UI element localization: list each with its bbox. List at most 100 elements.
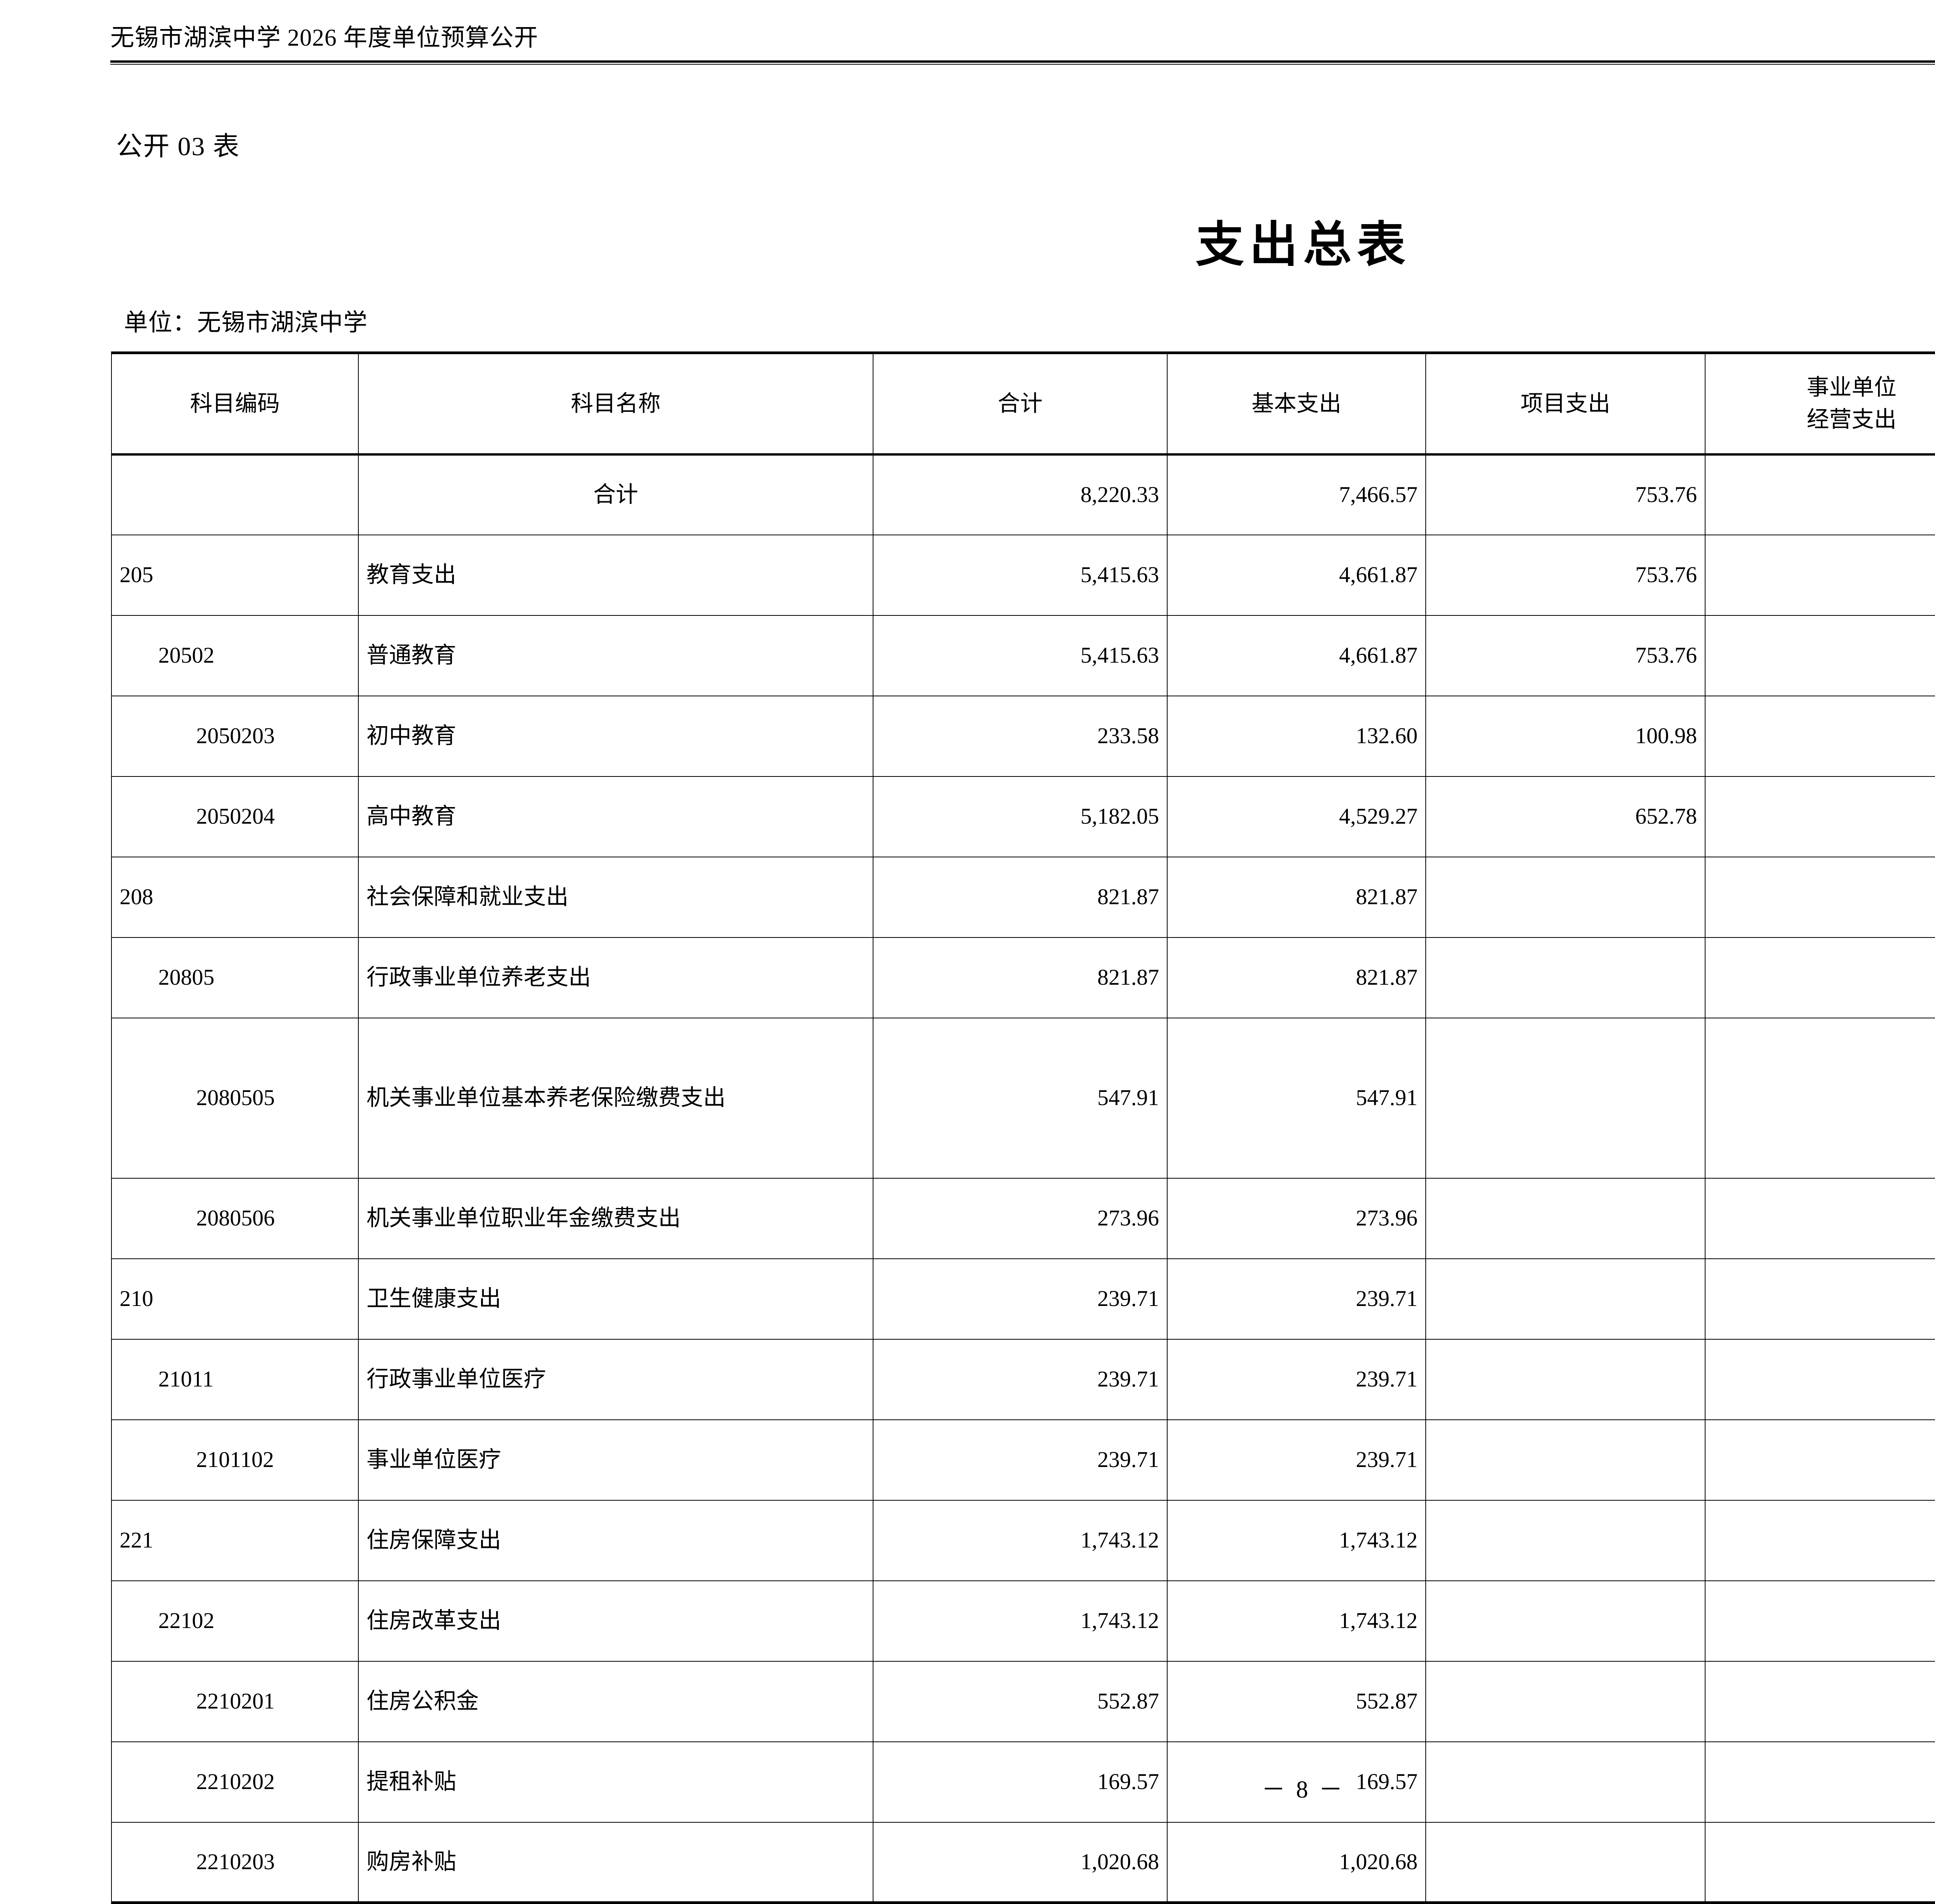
cell-subject-code: 20805 xyxy=(111,937,359,1018)
cell-operating-expenditure xyxy=(1705,1017,1935,1179)
cell-subject-code: 2210203 xyxy=(111,1822,359,1903)
table-header: 科目编码 科目名称 合计 基本支出 项目支出 事业单位 经营支出 上缴上级支出 … xyxy=(111,352,1935,456)
table-row: 20502 普通教育 5,415.63 4,661.87 753.76 xyxy=(111,615,1935,696)
cell-operating-expenditure xyxy=(1705,937,1935,1018)
cell-subject-code: 2080505 xyxy=(111,1017,359,1179)
cell-subject-code: 2050203 xyxy=(111,695,359,777)
table-row: 20805 行政事业单位养老支出 821.87 821.87 xyxy=(111,937,1935,1018)
table-row: 2210203 购房补贴 1,020.68 1,020.68 xyxy=(111,1822,1935,1903)
table-header-row: 科目编码 科目名称 合计 基本支出 项目支出 事业单位 经营支出 上缴上级支出 … xyxy=(111,352,1935,456)
cell-subject-name: 教育支出 xyxy=(358,534,873,616)
table-row: 合计 8,220.33 7,466.57 753.76 xyxy=(111,454,1935,535)
cell-operating-expenditure xyxy=(1705,856,1935,938)
cell-subject-code: 2050204 xyxy=(111,776,359,857)
cell-project-expenditure xyxy=(1425,856,1706,938)
cell-project-expenditure xyxy=(1425,1661,1706,1742)
cell-basic-expenditure: 1,743.12 xyxy=(1167,1580,1426,1662)
cell-total: 821.87 xyxy=(873,937,1168,1018)
cell-operating-expenditure xyxy=(1705,1741,1935,1823)
cell-project-expenditure: 753.76 xyxy=(1425,534,1706,616)
cell-subject-name: 购房补贴 xyxy=(358,1822,873,1903)
cell-basic-expenditure: 132.60 xyxy=(1167,695,1426,777)
table-row: 205 教育支出 5,415.63 4,661.87 753.76 xyxy=(111,534,1935,616)
column-header-basic: 基本支出 xyxy=(1167,352,1426,456)
cell-total: 8,220.33 xyxy=(873,454,1168,535)
cell-total: 5,415.63 xyxy=(873,615,1168,696)
cell-project-expenditure: 753.76 xyxy=(1425,454,1706,535)
cell-basic-expenditure: 239.71 xyxy=(1167,1338,1426,1420)
cell-basic-expenditure: 821.87 xyxy=(1167,856,1426,938)
cell-basic-expenditure: 552.87 xyxy=(1167,1661,1426,1742)
cell-subject-code: 208 xyxy=(111,856,359,938)
cell-subject-code: 205 xyxy=(111,534,359,616)
table-row: 2050204 高中教育 5,182.05 4,529.27 652.78 xyxy=(111,776,1935,857)
cell-project-expenditure xyxy=(1425,937,1706,1018)
cell-basic-expenditure: 4,529.27 xyxy=(1167,776,1426,857)
table-row: 2080505 机关事业单位基本养老保险缴费支出 547.91 547.91 xyxy=(111,1017,1935,1179)
cell-subject-name: 住房改革支出 xyxy=(358,1580,873,1662)
cell-subject-name: 事业单位医疗 xyxy=(358,1419,873,1501)
cell-subject-name: 行政事业单位医疗 xyxy=(358,1338,873,1420)
cell-project-expenditure xyxy=(1425,1500,1706,1581)
running-header: 无锡市湖滨中学 2026 年度单位预算公开 xyxy=(110,23,1935,53)
cell-basic-expenditure: 1,743.12 xyxy=(1167,1500,1426,1581)
cell-subject-name: 机关事业单位基本养老保险缴费支出 xyxy=(358,1017,873,1179)
page-number: － 8 － xyxy=(1261,1777,1345,1803)
cell-subject-name: 卫生健康支出 xyxy=(358,1258,873,1340)
cell-subject-name: 初中教育 xyxy=(358,695,873,777)
cell-operating-expenditure xyxy=(1705,1338,1935,1420)
cell-total: 547.91 xyxy=(873,1017,1168,1179)
cell-operating-expenditure xyxy=(1705,776,1935,857)
page-title: 支出总表 xyxy=(1195,219,1411,272)
table-row: 208 社会保障和就业支出 821.87 821.87 xyxy=(111,856,1935,938)
table-row: 2210202 提租补贴 169.57 169.57 xyxy=(111,1741,1935,1823)
cell-operating-expenditure xyxy=(1705,1177,1935,1259)
cell-operating-expenditure xyxy=(1705,1419,1935,1501)
unit-organization-label: 单位：无锡市湖滨中学 xyxy=(124,310,368,336)
cell-subject-name: 合计 xyxy=(358,454,873,535)
cell-basic-expenditure: 821.87 xyxy=(1167,937,1426,1018)
cell-subject-name: 提租补贴 xyxy=(358,1741,873,1823)
cell-subject-code: 2210201 xyxy=(111,1661,359,1742)
cell-subject-code: 2101102 xyxy=(111,1419,359,1501)
table-row: 2050203 初中教育 233.58 132.60 100.98 xyxy=(111,695,1935,777)
expenditure-table: 科目编码 科目名称 合计 基本支出 项目支出 事业单位 经营支出 上缴上级支出 … xyxy=(111,351,1935,1904)
column-header-code: 科目编码 xyxy=(111,352,359,456)
cell-basic-expenditure: 169.57 xyxy=(1167,1741,1426,1823)
column-header-operating-line1: 事业单位 xyxy=(1807,375,1897,400)
cell-subject-name: 住房公积金 xyxy=(358,1661,873,1742)
cell-total: 273.96 xyxy=(873,1177,1168,1259)
table-row: 2210201 住房公积金 552.87 552.87 xyxy=(111,1661,1935,1742)
cell-basic-expenditure: 4,661.87 xyxy=(1167,615,1426,696)
table-row: 2080506 机关事业单位职业年金缴费支出 273.96 273.96 xyxy=(111,1177,1935,1259)
cell-operating-expenditure xyxy=(1705,695,1935,777)
cell-total: 1,743.12 xyxy=(873,1580,1168,1662)
cell-subject-name: 行政事业单位养老支出 xyxy=(358,937,873,1018)
unit-line: 单位：无锡市湖滨中学 单位：万元 xyxy=(124,303,1935,338)
cell-operating-expenditure xyxy=(1705,1500,1935,1581)
table-body: 合计 8,220.33 7,466.57 753.76 205 教育支出 5,415.63 4… xyxy=(111,454,1935,1903)
cell-project-expenditure xyxy=(1425,1338,1706,1420)
cell-total: 239.71 xyxy=(873,1419,1168,1501)
column-header-operating: 事业单位 经营支出 xyxy=(1705,352,1935,456)
table-row: 21011 行政事业单位医疗 239.71 239.71 xyxy=(111,1338,1935,1420)
cell-total: 5,415.63 xyxy=(873,534,1168,616)
cell-project-expenditure xyxy=(1425,1017,1706,1179)
cell-basic-expenditure: 1,020.68 xyxy=(1167,1822,1426,1903)
cell-total: 1,743.12 xyxy=(873,1500,1168,1581)
form-number: 公开 03 表 xyxy=(116,132,240,161)
cell-basic-expenditure: 7,466.57 xyxy=(1167,454,1426,535)
table-row: 221 住房保障支出 1,743.12 1,743.12 xyxy=(111,1500,1935,1581)
column-header-project: 项目支出 xyxy=(1425,352,1706,456)
cell-subject-name: 普通教育 xyxy=(358,615,873,696)
cell-total: 169.57 xyxy=(873,1741,1168,1823)
column-header-name: 科目名称 xyxy=(358,352,873,456)
cell-operating-expenditure xyxy=(1705,1661,1935,1742)
cell-total: 5,182.05 xyxy=(873,776,1168,857)
cell-subject-code: 21011 xyxy=(111,1338,359,1420)
cell-subject-name: 高中教育 xyxy=(358,776,873,857)
cell-subject-code: 2210202 xyxy=(111,1741,359,1823)
cell-total: 552.87 xyxy=(873,1661,1168,1742)
cell-project-expenditure: 100.98 xyxy=(1425,695,1706,777)
cell-total: 239.71 xyxy=(873,1338,1168,1420)
